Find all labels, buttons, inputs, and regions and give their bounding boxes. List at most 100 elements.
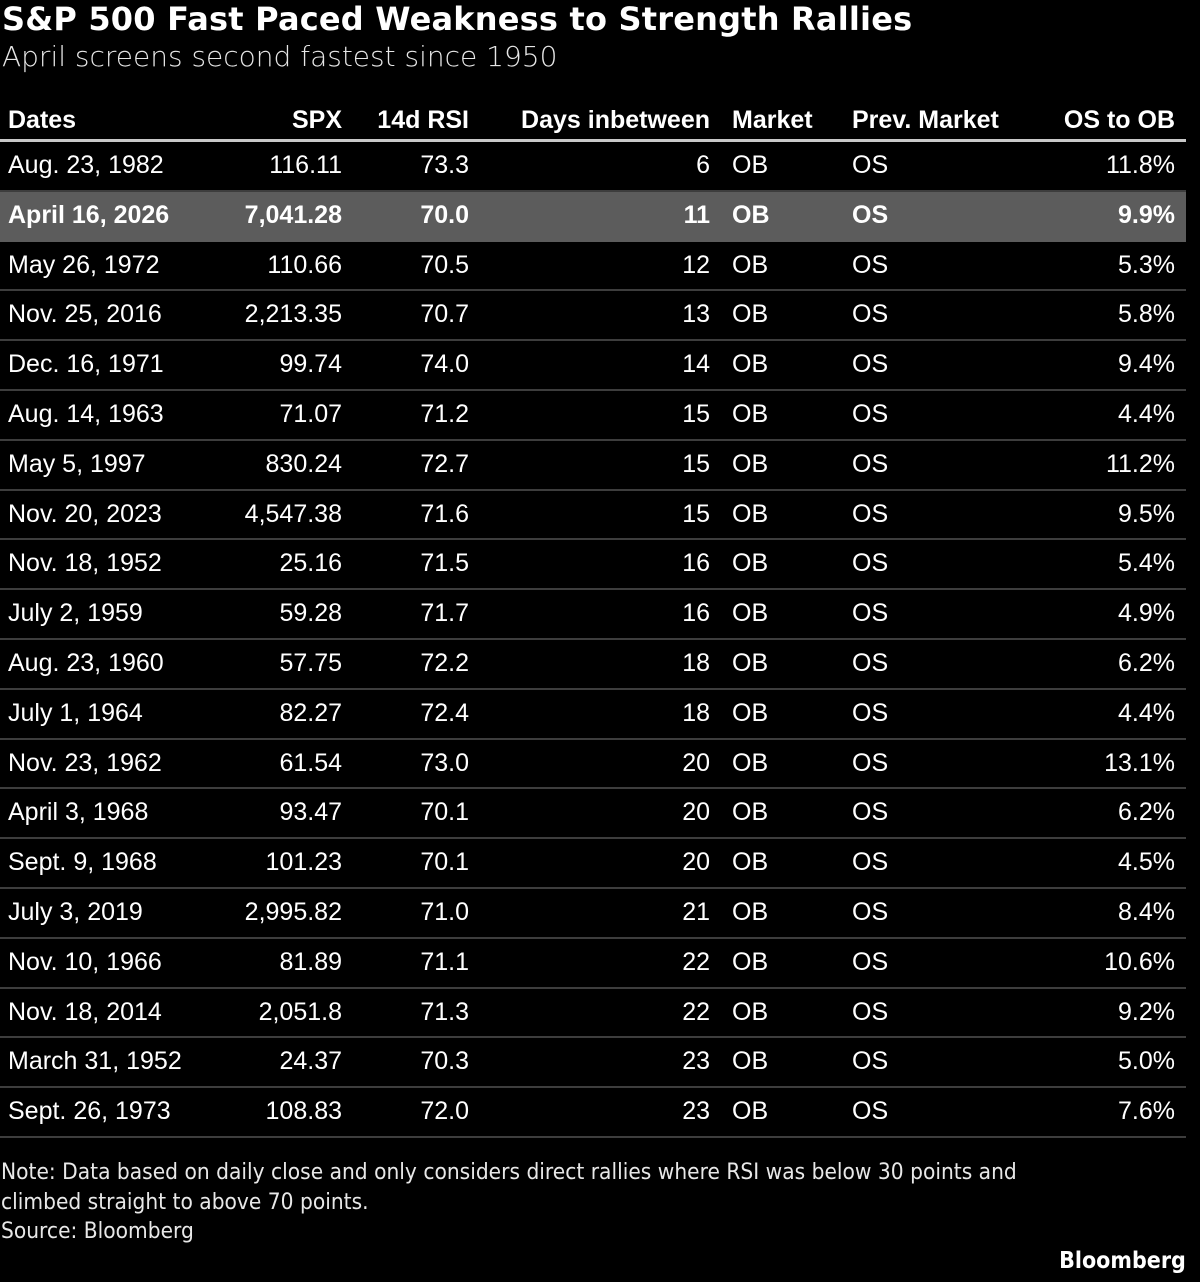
cell-spx: 57.75 xyxy=(279,648,342,677)
cell-days: 20 xyxy=(682,848,710,877)
table-row-highlighted: April 16, 2026 7,041.28 70.0 11 OB OS 9.9% xyxy=(0,191,1186,242)
cell-days: 15 xyxy=(682,449,710,478)
cell-date: Nov. 25, 2016 xyxy=(8,300,162,329)
cell-os-to-ob: 5.8% xyxy=(1118,300,1175,329)
cell-rsi: 72.4 xyxy=(420,698,469,727)
cell-rsi: 72.0 xyxy=(420,1097,469,1126)
cell-rsi: 70.0 xyxy=(420,200,469,229)
table-row: July 3, 2019 2,995.82 71.0 21 OB OS 8.4% xyxy=(0,889,1186,939)
cell-os-to-ob: 9.9% xyxy=(1118,200,1175,229)
cell-days: 15 xyxy=(682,399,710,428)
cell-os-to-ob: 4.9% xyxy=(1118,599,1175,628)
cell-days: 20 xyxy=(682,798,710,827)
cell-prev-market: OS xyxy=(852,499,889,528)
cell-prev-market: OS xyxy=(852,897,889,926)
cell-market: OB xyxy=(732,599,769,628)
table-row: May 5, 1997 830.24 72.7 15 OB OS 11.2% xyxy=(0,441,1186,491)
cell-spx: 101.23 xyxy=(265,848,342,877)
cell-date: July 1, 1964 xyxy=(8,698,143,727)
cell-rsi: 71.5 xyxy=(420,549,469,578)
cell-spx: 61.54 xyxy=(279,748,342,777)
cell-prev-market: OS xyxy=(852,1047,889,1076)
cell-rsi: 74.0 xyxy=(420,350,469,379)
cell-market: OB xyxy=(732,350,769,379)
cell-days: 16 xyxy=(682,549,710,578)
cell-os-to-ob: 5.3% xyxy=(1118,250,1175,279)
table-row: Aug. 14, 1963 71.07 71.2 15 OB OS 4.4% xyxy=(0,391,1186,441)
cell-market: OB xyxy=(732,250,769,279)
cell-spx: 2,051.8 xyxy=(258,997,342,1026)
cell-prev-market: OS xyxy=(852,399,889,428)
cell-prev-market: OS xyxy=(852,848,889,877)
cell-market: OB xyxy=(732,549,769,578)
cell-days: 16 xyxy=(682,599,710,628)
cell-rsi: 70.7 xyxy=(420,300,469,329)
cell-days: 18 xyxy=(682,648,710,677)
cell-spx: 24.37 xyxy=(279,1047,342,1076)
cell-market: OB xyxy=(732,1097,769,1126)
cell-date: July 2, 1959 xyxy=(8,599,143,628)
chart-title: S&P 500 Fast Paced Weakness to Strength … xyxy=(2,0,913,38)
cell-date: Dec. 16, 1971 xyxy=(8,350,164,379)
header-days: Days inbetween xyxy=(521,106,710,134)
cell-rsi: 71.0 xyxy=(420,897,469,926)
cell-os-to-ob: 5.4% xyxy=(1118,549,1175,578)
cell-days: 20 xyxy=(682,748,710,777)
header-market: Market xyxy=(732,106,813,134)
cell-market: OB xyxy=(732,200,770,229)
cell-market: OB xyxy=(732,997,769,1026)
table-row: Sept. 9, 1968 101.23 70.1 20 OB OS 4.5% xyxy=(0,839,1186,889)
cell-date: Nov. 18, 2014 xyxy=(8,997,162,1026)
cell-spx: 59.28 xyxy=(279,599,342,628)
cell-market: OB xyxy=(732,848,769,877)
cell-date: Nov. 18, 1952 xyxy=(8,549,162,578)
cell-market: OB xyxy=(732,300,769,329)
header-dates: Dates xyxy=(8,106,77,134)
cell-days: 13 xyxy=(682,300,710,329)
cell-date: Aug. 14, 1963 xyxy=(8,399,164,428)
cell-spx: 93.47 xyxy=(279,798,342,827)
cell-prev-market: OS xyxy=(852,200,889,229)
cell-rsi: 73.3 xyxy=(420,151,469,179)
cell-spx: 116.11 xyxy=(269,151,342,179)
cell-os-to-ob: 8.4% xyxy=(1118,897,1175,926)
table-row: July 2, 1959 59.28 71.7 16 OB OS 4.9% xyxy=(0,590,1186,640)
cell-spx: 110.66 xyxy=(267,250,342,279)
cell-spx: 4,547.38 xyxy=(244,499,342,528)
chart-subtitle: April screens second fastest since 1950 xyxy=(2,40,558,73)
cell-os-to-ob: 9.4% xyxy=(1118,350,1175,379)
cell-spx: 830.24 xyxy=(265,449,342,478)
cell-date: Sept. 9, 1968 xyxy=(8,848,157,877)
cell-days: 23 xyxy=(682,1097,710,1126)
cell-rsi: 72.2 xyxy=(420,648,469,677)
cell-os-to-ob: 9.2% xyxy=(1118,997,1175,1026)
cell-days: 11 xyxy=(683,200,710,229)
header-rsi: 14d RSI xyxy=(377,106,469,134)
cell-rsi: 70.5 xyxy=(420,250,469,279)
table-row: March 31, 1952 24.37 70.3 23 OB OS 5.0% xyxy=(0,1038,1186,1089)
cell-date: Nov. 23, 1962 xyxy=(8,748,162,777)
cell-date: Aug. 23, 1960 xyxy=(8,648,164,677)
cell-market: OB xyxy=(732,648,769,677)
cell-market: OB xyxy=(732,151,769,179)
cell-rsi: 71.7 xyxy=(420,599,469,628)
cell-os-to-ob: 10.6% xyxy=(1104,947,1175,976)
cell-os-to-ob: 7.6% xyxy=(1118,1097,1175,1126)
cell-market: OB xyxy=(732,1047,769,1076)
cell-prev-market: OS xyxy=(852,947,889,976)
cell-spx: 108.83 xyxy=(265,1097,342,1126)
cell-prev-market: OS xyxy=(852,449,889,478)
footnote: Note: Data based on daily close and only… xyxy=(1,1160,1017,1215)
source-line: Source: Bloomberg xyxy=(1,1219,194,1244)
cell-date: July 3, 2019 xyxy=(8,897,143,926)
cell-os-to-ob: 4.5% xyxy=(1118,848,1175,877)
cell-date: April 16, 2026 xyxy=(8,200,170,229)
table-row: Nov. 10, 1966 81.89 71.1 22 OB OS 10.6% xyxy=(0,939,1186,989)
cell-prev-market: OS xyxy=(852,1097,889,1126)
cell-prev-market: OS xyxy=(852,798,889,827)
table-row: Nov. 23, 1962 61.54 73.0 20 OB OS 13.1% xyxy=(0,740,1186,790)
cell-rsi: 70.1 xyxy=(420,798,469,827)
cell-days: 22 xyxy=(682,997,710,1026)
cell-market: OB xyxy=(732,399,769,428)
table-row: Aug. 23, 1960 57.75 72.2 18 OB OS 6.2% xyxy=(0,640,1186,690)
